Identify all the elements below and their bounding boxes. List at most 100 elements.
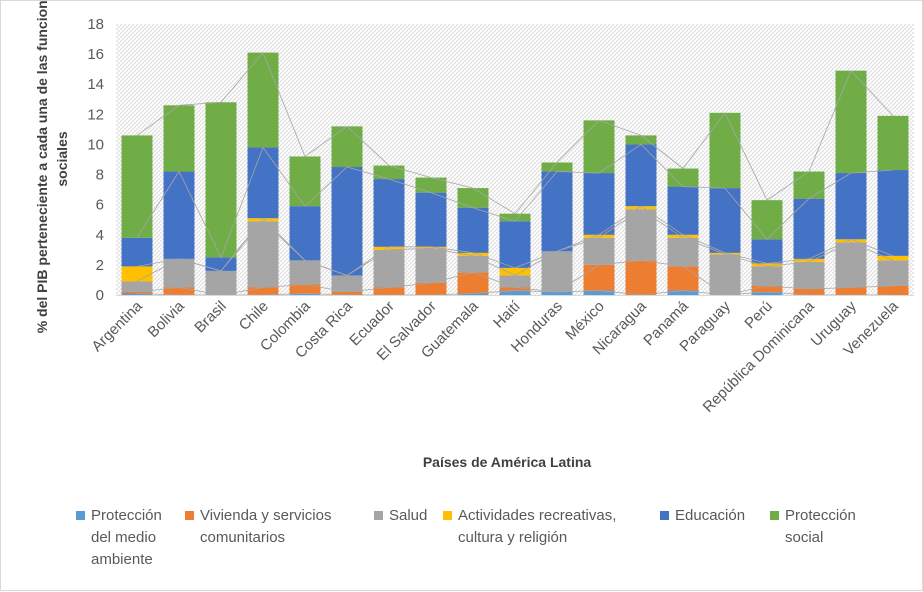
bar-segment [289, 293, 321, 295]
bar-segment [247, 52, 279, 148]
x-tick-label: Argentina [88, 297, 146, 355]
y-tick-label: 4 [96, 227, 104, 244]
bar-segment [751, 266, 783, 286]
legend-item: Protección social [770, 505, 856, 549]
bar-segment [457, 255, 489, 273]
bar-segment [709, 252, 741, 255]
bar-segment [877, 115, 909, 171]
bar-segment [499, 221, 531, 268]
bar-segment [793, 261, 825, 289]
bar-segment [709, 188, 741, 253]
series-connector-line [136, 208, 894, 282]
y-tick-label: 12 [87, 106, 104, 123]
y-tick-label: 10 [87, 136, 104, 153]
y-tick-label: 14 [87, 76, 104, 93]
bar-segment [709, 254, 741, 295]
legend-label: Protección social [785, 507, 856, 546]
bar-segment [835, 173, 867, 240]
legend-swatch [770, 511, 779, 520]
bar-segment [625, 260, 657, 295]
bar-segment [415, 192, 447, 247]
bar-segment [373, 165, 405, 180]
bar-segment [247, 218, 279, 222]
bar-segment [835, 70, 867, 174]
legend-item: Actividades recreativas, cultura y relig… [443, 505, 616, 549]
bar-segment [751, 291, 783, 295]
bar-segment [667, 237, 699, 267]
legend-swatch [185, 511, 194, 520]
legend-item: Salud [374, 505, 427, 527]
bar-segment [457, 293, 489, 295]
bar-segment [667, 168, 699, 187]
bar-segment [583, 173, 615, 235]
bar-segment [541, 171, 573, 252]
bar-segment [163, 287, 195, 295]
bar-segment [163, 258, 195, 288]
legend-label: Actividades recreativas, cultura y relig… [458, 507, 617, 546]
bar-segment [373, 287, 405, 295]
bar-segment [331, 275, 363, 292]
bar-segment [835, 242, 867, 288]
bar-segment [793, 198, 825, 259]
x-tick-label: Bolivia [145, 297, 189, 341]
bar-segment [121, 281, 153, 292]
bar-segment [205, 102, 237, 258]
bar-segment [415, 282, 447, 295]
bar-segment [751, 285, 783, 292]
bar-segment [415, 177, 447, 193]
bar-segment [583, 264, 615, 291]
x-axis-title: Países de América Latina [423, 454, 592, 470]
bar-segment [289, 156, 321, 207]
legend-item: Vivienda y servicios comunitarios [185, 505, 331, 549]
bar-segment [247, 287, 279, 295]
bar-segment [373, 249, 405, 288]
bar-segment [667, 290, 699, 295]
bar-segment [457, 252, 489, 256]
bar-segment [457, 207, 489, 253]
bar-segment [877, 170, 909, 256]
bar-segment [751, 239, 783, 264]
y-axis-title-line-1: % del PIB perteneciente a cada una de la… [34, 1, 50, 333]
bar-segment [793, 288, 825, 295]
bar-segment [121, 237, 153, 267]
bar-segment [793, 171, 825, 199]
legend-label: Salud [389, 507, 428, 524]
bar-segment [583, 234, 615, 238]
bar-segment [121, 293, 153, 295]
y-tick-label: 16 [87, 46, 104, 63]
bar-segment [457, 188, 489, 208]
bar-segment [835, 239, 867, 243]
bar-segment [457, 272, 489, 294]
bar-segment [877, 260, 909, 286]
bar-segment [625, 206, 657, 210]
x-tick-label: Brasil [191, 298, 230, 337]
bar-segment [163, 171, 195, 259]
bar-segment [499, 275, 531, 288]
legend-label: Protección del medio ambiente [91, 507, 162, 568]
bars-group [121, 52, 909, 295]
bar-segment [289, 284, 321, 294]
legend-label: Vivienda y servicios comunitarios [200, 507, 332, 546]
y-tick-label: 6 [96, 197, 104, 214]
bar-segment [205, 257, 237, 271]
legend-item: Protección del medio ambiente [76, 505, 162, 571]
bar-segment [751, 200, 783, 240]
legend-swatch [660, 511, 669, 520]
bar-segment [877, 255, 909, 261]
bar-segment [499, 287, 531, 291]
bar-segment [877, 285, 909, 295]
bar-segment [625, 144, 657, 207]
bar-segment [289, 206, 321, 261]
y-axis-title-line-2: sociales [54, 131, 70, 186]
bar-segment [205, 270, 237, 295]
series-connector-line [136, 51, 894, 215]
bar-segment [667, 186, 699, 235]
bar-segment [247, 221, 279, 288]
bar-segment [121, 291, 153, 294]
bar-segment [793, 258, 825, 262]
legend: Protección del medio ambiente Vivienda y … [1, 505, 923, 585]
series-connector-line [136, 259, 894, 296]
